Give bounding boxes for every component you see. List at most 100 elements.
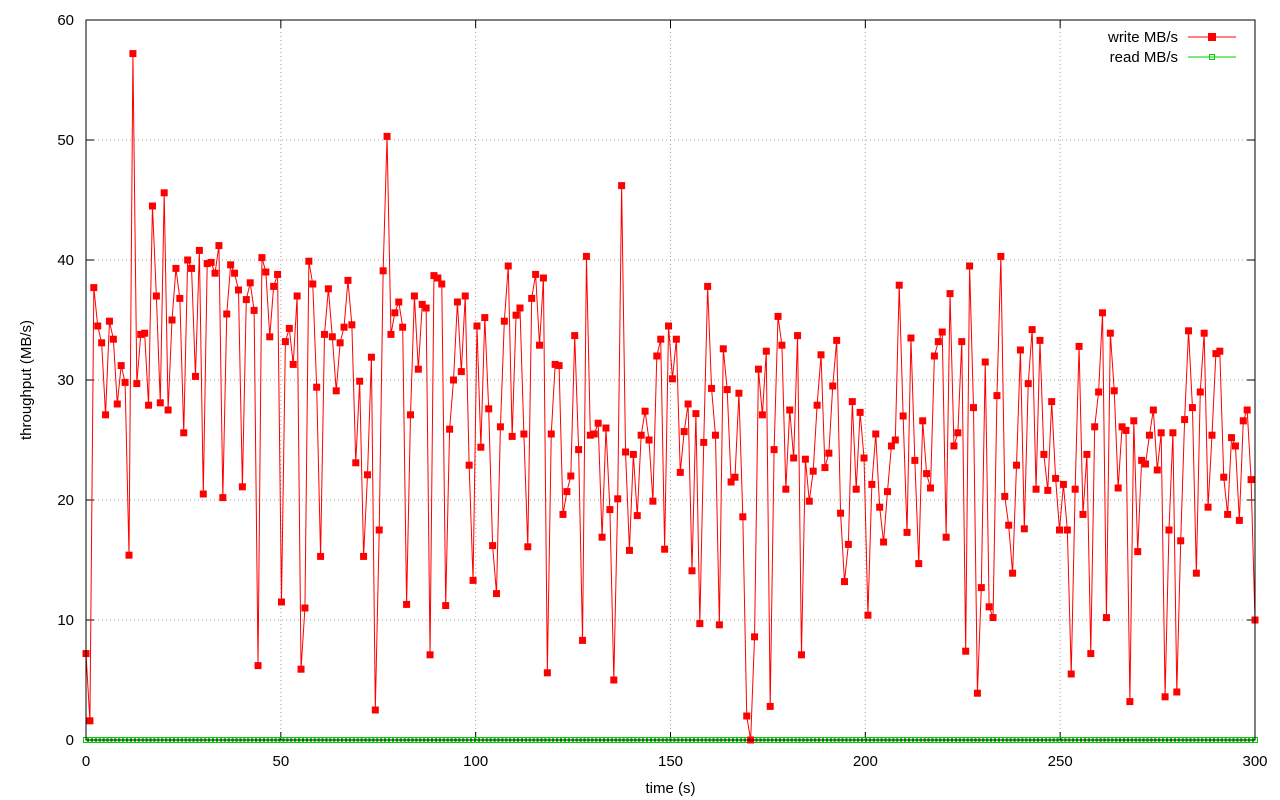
write-point xyxy=(919,417,927,425)
write-point xyxy=(1087,650,1095,658)
write-point xyxy=(645,436,653,444)
write-point xyxy=(1196,388,1204,396)
write-point xyxy=(731,473,739,481)
write-point xyxy=(485,405,493,413)
write-point xyxy=(469,576,477,584)
write-point xyxy=(727,478,735,486)
write-point xyxy=(801,455,809,463)
write-point xyxy=(367,353,375,361)
write-point xyxy=(1067,670,1075,678)
write-point xyxy=(1005,521,1013,529)
write-point xyxy=(907,334,915,342)
write-point xyxy=(735,389,743,397)
write-point xyxy=(586,431,594,439)
x-axis-label: time (s) xyxy=(646,780,696,797)
write-point xyxy=(195,246,203,254)
write-point xyxy=(758,411,766,419)
write-point xyxy=(1145,431,1153,439)
write-point xyxy=(868,480,876,488)
y-tick-label: 50 xyxy=(57,132,74,149)
write-point xyxy=(926,484,934,492)
write-point xyxy=(383,132,391,140)
write-point xyxy=(1235,516,1243,524)
write-point xyxy=(231,269,239,277)
write-point xyxy=(387,330,395,338)
write-point xyxy=(618,182,626,190)
write-point xyxy=(743,712,751,720)
write-point xyxy=(950,442,958,450)
write-point xyxy=(426,651,434,659)
write-point xyxy=(614,495,622,503)
write-point xyxy=(790,454,798,462)
write-point xyxy=(1181,416,1189,424)
write-point xyxy=(844,540,852,548)
write-point xyxy=(481,314,489,322)
write-point xyxy=(172,264,180,272)
write-point xyxy=(970,404,978,412)
write-point xyxy=(98,339,106,347)
write-point xyxy=(1075,342,1083,350)
write-point xyxy=(1157,429,1165,437)
write-point xyxy=(782,485,790,493)
write-point xyxy=(551,360,559,368)
write-point xyxy=(1048,398,1056,406)
write-point xyxy=(86,717,94,725)
write-point xyxy=(887,442,895,450)
write-point xyxy=(821,464,829,472)
write-point xyxy=(399,323,407,331)
write-point xyxy=(148,202,156,210)
y-tick-label: 10 xyxy=(57,612,74,629)
write-point xyxy=(410,292,418,300)
write-point xyxy=(938,328,946,336)
write-point xyxy=(496,423,504,431)
y-tick-label: 40 xyxy=(57,252,74,269)
write-point xyxy=(450,376,458,384)
write-point xyxy=(715,621,723,629)
write-point xyxy=(797,651,805,659)
write-point xyxy=(977,584,985,592)
write-point xyxy=(625,546,633,554)
write-point xyxy=(1059,480,1067,488)
write-point xyxy=(1173,688,1181,696)
write-point xyxy=(332,387,340,395)
write-point xyxy=(520,430,528,438)
legend-label-read: read MB/s xyxy=(1110,49,1178,66)
write-point xyxy=(805,497,813,505)
write-point xyxy=(211,269,219,277)
write-point xyxy=(207,258,215,266)
write-point xyxy=(1204,503,1212,511)
write-point xyxy=(704,282,712,290)
write-point xyxy=(954,429,962,437)
write-point xyxy=(829,382,837,390)
write-point xyxy=(348,321,356,329)
write-point xyxy=(160,189,168,197)
write-point xyxy=(1165,526,1173,534)
write-point xyxy=(199,490,207,498)
write-point xyxy=(434,274,442,282)
write-point xyxy=(751,633,759,641)
write-point xyxy=(563,488,571,496)
write-point xyxy=(1126,698,1134,706)
write-point xyxy=(375,526,383,534)
write-point xyxy=(289,360,297,368)
write-point xyxy=(582,252,590,260)
legend-marker-write xyxy=(1208,33,1216,41)
write-point xyxy=(891,436,899,444)
write-point xyxy=(567,472,575,480)
write-point xyxy=(180,429,188,437)
write-point xyxy=(340,323,348,331)
write-point xyxy=(833,336,841,344)
write-point xyxy=(246,279,254,287)
write-point xyxy=(1188,404,1196,412)
write-point xyxy=(723,386,731,394)
write-point xyxy=(629,450,637,458)
write-point xyxy=(571,332,579,340)
write-point xyxy=(1192,569,1200,577)
x-tick-label: 50 xyxy=(272,753,289,770)
x-tick-label: 250 xyxy=(1048,753,1073,770)
write-point xyxy=(672,335,680,343)
write-point xyxy=(633,512,641,520)
write-point xyxy=(1114,484,1122,492)
write-point xyxy=(1142,460,1150,468)
write-point xyxy=(598,533,606,541)
